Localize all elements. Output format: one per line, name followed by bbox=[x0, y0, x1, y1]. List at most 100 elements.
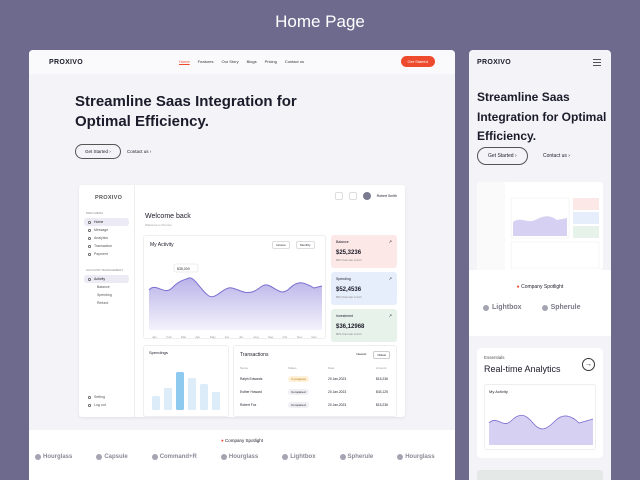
get-started-label: Get Started bbox=[85, 149, 109, 154]
avatar[interactable] bbox=[362, 192, 371, 200]
menu-message[interactable]: Message bbox=[84, 226, 129, 234]
activity-icon bbox=[88, 277, 91, 281]
row-date: 20 Jan,2023 bbox=[328, 377, 347, 381]
nav-links: Home Features Our Story Blogs Pricing Co… bbox=[179, 59, 304, 64]
brand-label: Spherule bbox=[550, 304, 581, 311]
stat-value: $52,4536 bbox=[336, 287, 362, 293]
row-date: 20 Jan,2023 bbox=[328, 403, 347, 407]
col-amount: Amount bbox=[376, 366, 387, 370]
nav-blogs[interactable]: Blogs bbox=[246, 59, 257, 64]
activity-card: My Activity Income Monthly $35,000 Jan Fe… bbox=[143, 235, 326, 339]
welcome-subtitle: Welcome to Proxivo bbox=[145, 223, 172, 227]
stat-spending[interactable]: Spending $52,4536 80% than last month ↗ bbox=[331, 272, 397, 305]
brand-hourglass: Hourglass bbox=[35, 454, 72, 460]
col-status: Status bbox=[288, 366, 297, 370]
contact-us-link[interactable]: Contact us › bbox=[127, 149, 152, 154]
mobile-contact-link[interactable]: Contact us › bbox=[543, 153, 570, 159]
menu-logout[interactable]: Log out bbox=[84, 401, 106, 409]
next-section-strip bbox=[477, 470, 603, 480]
dashboard-preview: PROXIVO MAIN MENU Home Message Analytics… bbox=[79, 185, 405, 417]
navbar: PROXIVO bbox=[29, 50, 455, 74]
mobile-brand-logos: Lightbox Spherule bbox=[483, 304, 581, 311]
stat-balance[interactable]: Balance $25,3236 80% than last month ↗ bbox=[331, 235, 397, 268]
activity-title: My Activity bbox=[150, 242, 174, 248]
table-row[interactable]: Esther Howard Completed 20 Jan,2023 $43,… bbox=[240, 387, 392, 397]
brand-label: Hourglass bbox=[405, 454, 435, 460]
get-started-button[interactable]: Get Started › bbox=[75, 144, 121, 159]
spotlight-dot-icon: ● bbox=[516, 284, 520, 290]
month-label: Jun bbox=[225, 335, 230, 339]
submenu-spending[interactable]: Spending bbox=[97, 293, 112, 297]
menu-payment[interactable]: Payment bbox=[84, 250, 129, 258]
mobile-spotlight-label: ● Company Spotlight bbox=[469, 284, 611, 290]
menu-label: Message bbox=[94, 228, 109, 232]
capsule-icon bbox=[96, 454, 103, 460]
brand-label: Capsule bbox=[104, 454, 128, 460]
month-label: Nov bbox=[297, 335, 303, 339]
brand-logo[interactable]: PROXIVO bbox=[49, 58, 83, 66]
spending-bar bbox=[152, 396, 160, 410]
nav-our-story[interactable]: Our Story bbox=[221, 59, 239, 64]
activity-period[interactable]: Monthly bbox=[296, 241, 315, 249]
spending-bar bbox=[164, 388, 172, 410]
menu-label: Analytics bbox=[94, 236, 109, 240]
tab-oldest[interactable]: Oldest bbox=[373, 351, 390, 359]
table-row[interactable]: Ralph Edwards In progress 20 Jan,2023 $1… bbox=[240, 374, 392, 384]
brand-spherule: Spherule bbox=[541, 304, 581, 311]
company-spotlight: ● Company Spotlight Hourglass Capsule Co… bbox=[29, 430, 455, 480]
nav-features[interactable]: Features bbox=[197, 59, 214, 64]
bell-icon[interactable] bbox=[348, 192, 357, 200]
mobile-logo[interactable]: PROXIVO bbox=[477, 59, 511, 66]
row-name: Robert Fox bbox=[240, 403, 257, 407]
submenu-refund[interactable]: Refund bbox=[97, 301, 109, 305]
menu-transaction[interactable]: Transaction bbox=[84, 242, 129, 250]
payment-icon bbox=[88, 252, 91, 256]
arrow-icon: ↗ bbox=[388, 313, 392, 318]
home-icon bbox=[88, 220, 91, 224]
transactions-title: Transactions bbox=[240, 352, 269, 358]
arrow-right-icon[interactable]: → bbox=[582, 358, 595, 371]
menu-analytics[interactable]: Analytics bbox=[84, 234, 129, 242]
welcome-title: Welcome back bbox=[145, 213, 191, 220]
mobile-hero-title: Streamline Saas Integration for Optimal … bbox=[477, 90, 607, 143]
col-name: Name bbox=[240, 366, 249, 370]
stat-label: Balance bbox=[336, 240, 349, 244]
stat-label: Spending bbox=[336, 277, 351, 281]
nav-pricing[interactable]: Pricing bbox=[264, 59, 277, 64]
get-started-nav-button[interactable]: Get Started bbox=[400, 56, 435, 67]
spendings-bars bbox=[152, 372, 220, 410]
mini-activity-chart bbox=[488, 414, 594, 445]
get-started-label: Get Started bbox=[488, 153, 514, 159]
submenu-balance[interactable]: Balance bbox=[97, 285, 110, 289]
brand-lightbox: Lightbox bbox=[282, 454, 316, 460]
month-label: Mar bbox=[181, 335, 186, 339]
spotlight-text: Company Spotlight bbox=[521, 284, 564, 290]
logout-icon bbox=[88, 403, 91, 407]
menu-activity[interactable]: Activity bbox=[84, 275, 129, 283]
hero-title: Streamline Saas Integration for Optimal … bbox=[75, 93, 297, 130]
spending-bar bbox=[212, 392, 220, 410]
menu-setting[interactable]: Setting bbox=[84, 393, 106, 401]
user-name[interactable]: Robert Smith bbox=[376, 194, 397, 198]
hamburger-menu-icon[interactable] bbox=[593, 59, 601, 68]
month-label: Apr bbox=[196, 335, 201, 339]
row-amount: $15,236 bbox=[376, 403, 388, 407]
spotlight-text: Company Spotlight bbox=[224, 438, 263, 443]
menu-home[interactable]: Home bbox=[84, 218, 129, 226]
stat-sub: 80% than last month bbox=[336, 295, 362, 299]
feature-card[interactable]: Essentials Real-time Analytics → My Acti… bbox=[477, 348, 603, 458]
activity-filter[interactable]: Income bbox=[272, 241, 290, 249]
mobile-dashboard-thumbnail bbox=[477, 182, 600, 270]
brand-hourglass-3: Hourglass bbox=[397, 454, 435, 460]
table-row[interactable]: Robert Fox Completed 20 Jan,2023 $15,236 bbox=[240, 400, 392, 410]
message-icon bbox=[88, 228, 91, 232]
month-label: Sep bbox=[268, 335, 274, 339]
dashboard-main: Robert Smith Welcome back Welcome to Pro… bbox=[139, 185, 405, 417]
spending-bar bbox=[176, 372, 184, 410]
nav-home[interactable]: Home bbox=[179, 59, 190, 64]
stat-investment[interactable]: Investment $36,12968 80% than last month ↗ bbox=[331, 309, 397, 342]
tab-newest[interactable]: Newest bbox=[356, 352, 367, 356]
mail-icon[interactable] bbox=[334, 192, 343, 200]
nav-contact[interactable]: Contact us bbox=[284, 59, 304, 64]
mobile-get-started-button[interactable]: Get Started › bbox=[477, 147, 528, 165]
